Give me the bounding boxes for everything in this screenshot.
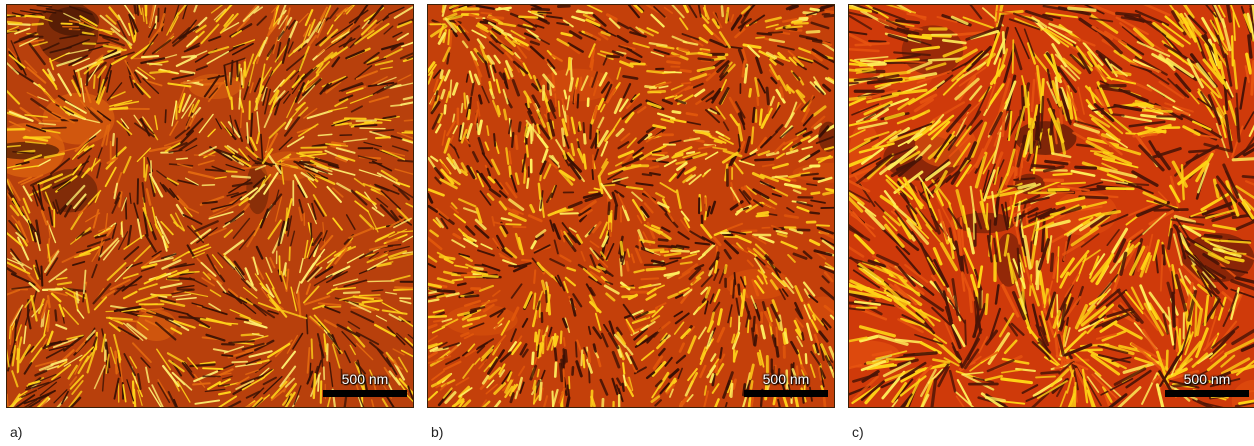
caption-a: a) (10, 424, 23, 440)
scale-bar-label-b: 500 nm (762, 371, 810, 387)
afm-image-b (428, 5, 834, 407)
scale-bar-line-b (744, 390, 828, 397)
afm-image-a (7, 5, 413, 407)
afm-image-c (849, 5, 1254, 407)
micrograph-panel-b: 500 nm (427, 4, 835, 408)
micrograph-panel-a: 500 nm (6, 4, 414, 408)
caption-b: b) (431, 424, 444, 440)
scale-bar-line-a (323, 390, 407, 397)
scale-bar-c: 500 nm (1165, 371, 1249, 401)
scale-bar-label-c: 500 nm (1183, 371, 1231, 387)
scale-bar-b: 500 nm (744, 371, 828, 401)
scale-bar-label-a: 500 nm (341, 371, 389, 387)
scale-bar-line-c (1165, 390, 1249, 397)
micrograph-panel-c: 500 nm (848, 4, 1254, 408)
caption-c: c) (852, 424, 864, 440)
scale-bar-a: 500 nm (323, 371, 407, 401)
